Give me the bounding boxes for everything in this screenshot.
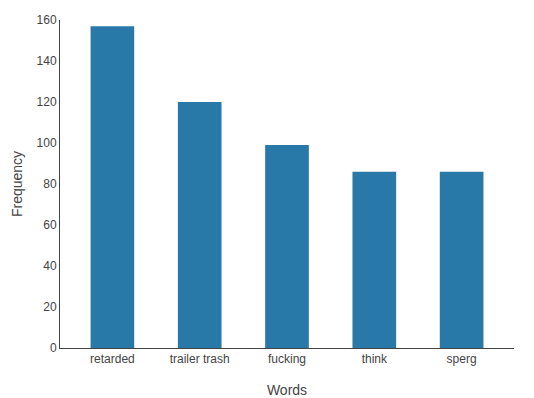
svg-text:Words: Words — [267, 382, 307, 398]
svg-text:think: think — [362, 352, 388, 366]
svg-text:retarded: retarded — [90, 352, 135, 366]
svg-text:80: 80 — [43, 177, 57, 191]
svg-text:160: 160 — [37, 13, 57, 27]
svg-text:100: 100 — [37, 136, 57, 150]
svg-text:0: 0 — [50, 341, 57, 355]
svg-text:trailer trash: trailer trash — [170, 352, 230, 366]
svg-text:fucking: fucking — [268, 352, 306, 366]
svg-text:120: 120 — [37, 95, 57, 109]
svg-text:60: 60 — [43, 218, 57, 232]
svg-text:sperg: sperg — [447, 352, 477, 366]
svg-text:Frequency: Frequency — [9, 151, 25, 217]
svg-text:40: 40 — [43, 259, 57, 273]
svg-text:140: 140 — [37, 54, 57, 68]
svg-text:20: 20 — [43, 300, 57, 314]
